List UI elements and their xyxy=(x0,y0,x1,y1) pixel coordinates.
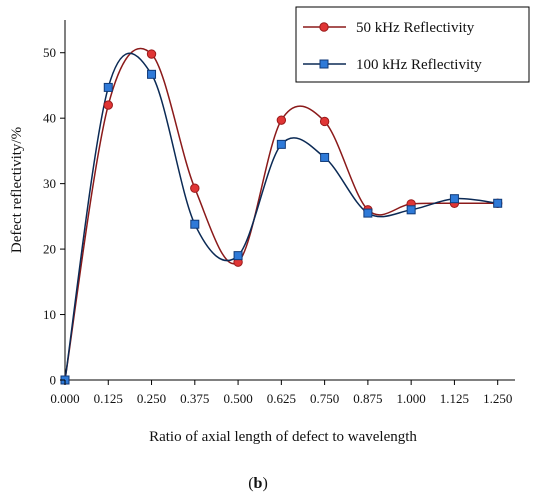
data-point-50khz xyxy=(190,183,200,193)
data-point-100khz xyxy=(190,219,200,229)
data-point-100khz xyxy=(233,251,243,261)
data-point-100khz xyxy=(406,205,416,215)
legend-box xyxy=(295,6,530,83)
series-line-0 xyxy=(64,47,498,381)
data-point-100khz xyxy=(147,69,157,79)
x-tick-label: 1.250 xyxy=(483,391,512,406)
x-tick-label: 0.750 xyxy=(310,391,339,406)
x-tick-labels: 0.000 0.125 0.250 0.375 0.500 0.625 0.750 0.875… xyxy=(50,380,512,406)
y-tick-label: 40 xyxy=(43,111,56,126)
y-tick-label: 0 xyxy=(50,373,57,388)
data-point-50khz xyxy=(103,100,113,110)
x-tick-label: 1.125 xyxy=(440,391,469,406)
panel-label: (b) xyxy=(248,475,268,492)
data-point-50khz xyxy=(319,116,330,127)
y-tick-label: 50 xyxy=(43,45,56,60)
x-axis-label: Ratio of axial length of defect to wavel… xyxy=(149,429,417,445)
x-tick-label: 0.625 xyxy=(267,391,296,406)
data-point-100khz xyxy=(320,152,330,162)
x-tick-label: 0.875 xyxy=(353,391,382,406)
data-point-50khz xyxy=(146,49,157,59)
x-tick-label: 0.375 xyxy=(180,391,209,406)
x-tick-label: 0.125 xyxy=(94,391,123,406)
legend: 50 kHz Reflectivity 100 kHz Reflectivity xyxy=(295,6,530,83)
y-tick-label: 30 xyxy=(43,176,56,191)
y-axis-label: Defect reflectivity/% xyxy=(9,127,25,253)
data-point-50khz xyxy=(276,115,287,125)
y-tick-label: 10 xyxy=(43,307,56,322)
y-tick-labels: 0 10 20 30 40 50 xyxy=(43,45,65,388)
x-tick-label: 0.500 xyxy=(223,391,252,406)
x-tick-label: 0.000 xyxy=(50,391,79,406)
data-point-100khz xyxy=(276,139,286,149)
x-tick-label: 1.000 xyxy=(397,391,426,406)
y-tick-label: 20 xyxy=(43,242,56,257)
data-point-100khz xyxy=(493,198,503,208)
series-line-1 xyxy=(64,52,498,381)
data-point-100khz xyxy=(103,82,113,92)
data-point-100khz xyxy=(363,208,373,218)
axes xyxy=(64,20,515,381)
x-tick-label: 0.250 xyxy=(137,391,166,406)
legend-marker-50khz xyxy=(319,22,329,32)
series-group xyxy=(60,47,503,385)
legend-label-100khz: 100 kHz Reflectivity xyxy=(356,57,482,73)
data-point-100khz xyxy=(449,194,459,204)
legend-marker-100khz xyxy=(319,59,329,69)
legend-label-50khz: 50 kHz Reflectivity xyxy=(356,20,475,36)
